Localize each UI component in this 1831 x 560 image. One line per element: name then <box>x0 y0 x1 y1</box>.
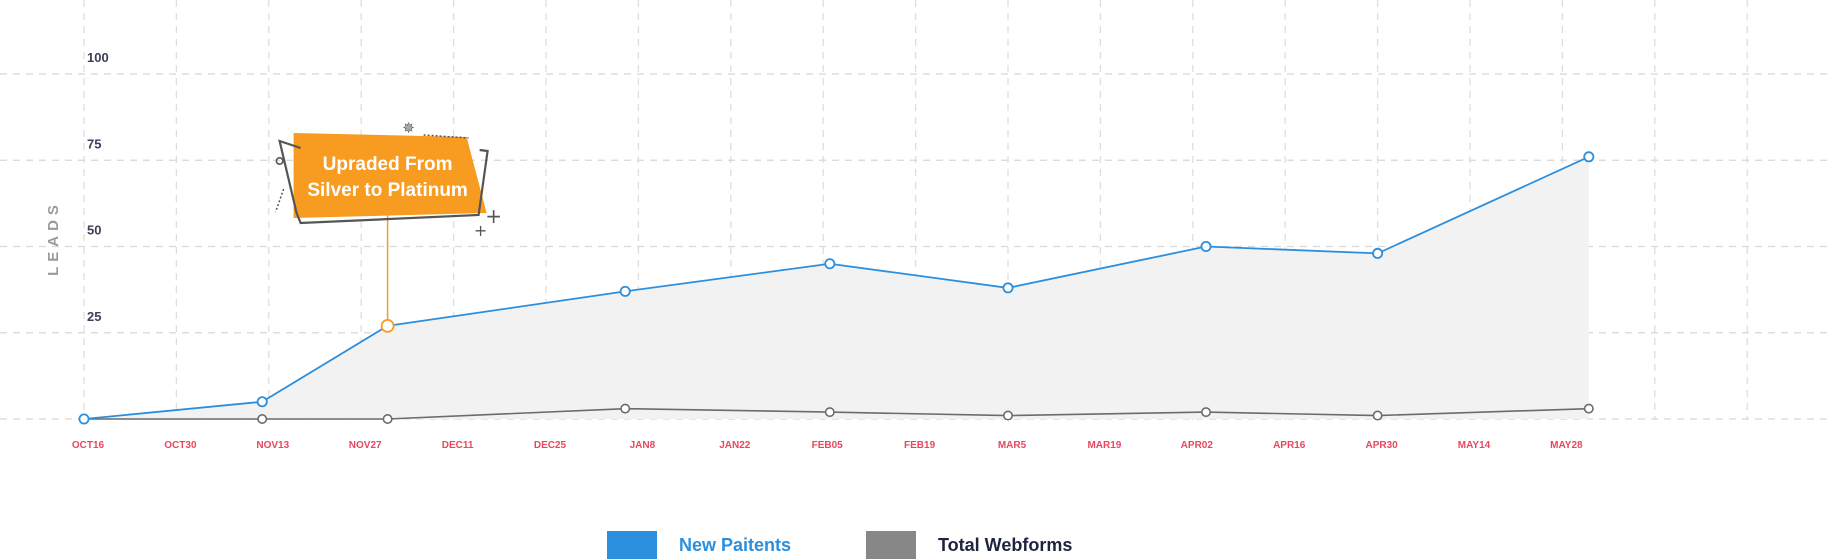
legend-label-new-paitents: New Paitents <box>679 534 792 555</box>
y-axis-ticks: 100 75 50 25 <box>87 50 109 324</box>
data-point-total-webforms <box>1372 410 1383 421</box>
data-point-new-paitents <box>1583 151 1595 163</box>
data-point-total-webforms <box>1583 403 1594 414</box>
y-tick-label: 75 <box>87 136 101 151</box>
leads-chart: ✵ ++ Upraded From Silver to Platinum 100 75 5… <box>0 0 1831 451</box>
data-point-total-webforms <box>620 403 631 414</box>
x-tick-label: MAR5 <box>998 440 1027 451</box>
x-tick-label: JAN8 <box>630 440 656 451</box>
legend-item-total-webforms[interactable]: Total Webforms <box>866 530 1072 560</box>
legend-swatch-total-webforms <box>866 531 916 559</box>
data-point-total-webforms <box>824 407 835 418</box>
x-tick-label: MAY14 <box>1458 440 1491 451</box>
callout-decor-dash <box>423 134 469 139</box>
data-point-new-paitents <box>619 285 631 297</box>
data-point-new-paitents <box>824 258 836 270</box>
x-tick-label: OCT16 <box>72 440 105 451</box>
x-tick-label: APR16 <box>1273 440 1306 451</box>
data-point-total-webforms <box>382 413 393 424</box>
x-tick-label: DEC25 <box>534 440 567 451</box>
x-axis-ticks: OCT16 OCT30 NOV13 NOV27 DEC11 DEC25 JAN8 JAN22 F… <box>72 440 1583 451</box>
data-points <box>78 151 1595 425</box>
callout-outline <box>278 139 489 225</box>
x-tick-label: NOV13 <box>256 440 289 451</box>
data-point-new-paitents <box>1372 247 1384 259</box>
legend-item-new-paitents[interactable]: New Paitents <box>607 530 791 560</box>
callout-decor-dash <box>274 188 285 213</box>
x-tick-label: NOV27 <box>349 440 382 451</box>
data-point-total-webforms <box>257 413 268 424</box>
x-tick-label: DEC11 <box>442 440 474 451</box>
data-point-new-paitents <box>380 318 395 333</box>
data-point-new-paitents <box>1002 282 1014 294</box>
annotation-callout: ✵ ++ Upraded From Silver to Platinum <box>274 119 502 320</box>
x-tick-label: JAN22 <box>719 440 751 451</box>
callout-text-line: Silver to Platinum <box>307 180 467 201</box>
data-point-total-webforms <box>1002 410 1013 421</box>
legend: New Paitents Total Webforms <box>0 530 1831 560</box>
x-tick-label: APR02 <box>1181 440 1214 451</box>
callout-decor-circle <box>275 157 284 166</box>
plus-icon: + <box>485 204 502 228</box>
x-tick-label: MAR19 <box>1087 440 1121 451</box>
y-tick-label: 25 <box>87 309 101 324</box>
x-tick-label: OCT30 <box>164 440 197 451</box>
data-point-new-paitents <box>78 413 90 425</box>
sparkle-icon: ✵ <box>402 119 415 137</box>
callout-banner <box>293 133 487 218</box>
x-tick-label: MAY28 <box>1550 440 1583 451</box>
x-tick-label: FEB19 <box>904 440 936 451</box>
area-fills <box>84 156 1589 420</box>
legend-label-total-webforms: Total Webforms <box>938 534 1073 555</box>
y-tick-label: 50 <box>87 223 101 238</box>
legend-swatch-new-paitents <box>607 531 657 559</box>
callout-text-line: Upraded From <box>323 154 453 175</box>
data-point-new-paitents <box>1200 240 1212 252</box>
area-fill-new-paitents <box>84 156 1589 420</box>
data-point-new-paitents <box>256 396 268 408</box>
x-tick-label: APR30 <box>1365 440 1398 451</box>
y-tick-label: 100 <box>87 50 109 65</box>
x-tick-label: FEB05 <box>812 440 844 451</box>
plus-icon: + <box>474 221 487 240</box>
data-point-total-webforms <box>1201 407 1212 418</box>
y-axis-label: LEADS <box>45 200 62 276</box>
